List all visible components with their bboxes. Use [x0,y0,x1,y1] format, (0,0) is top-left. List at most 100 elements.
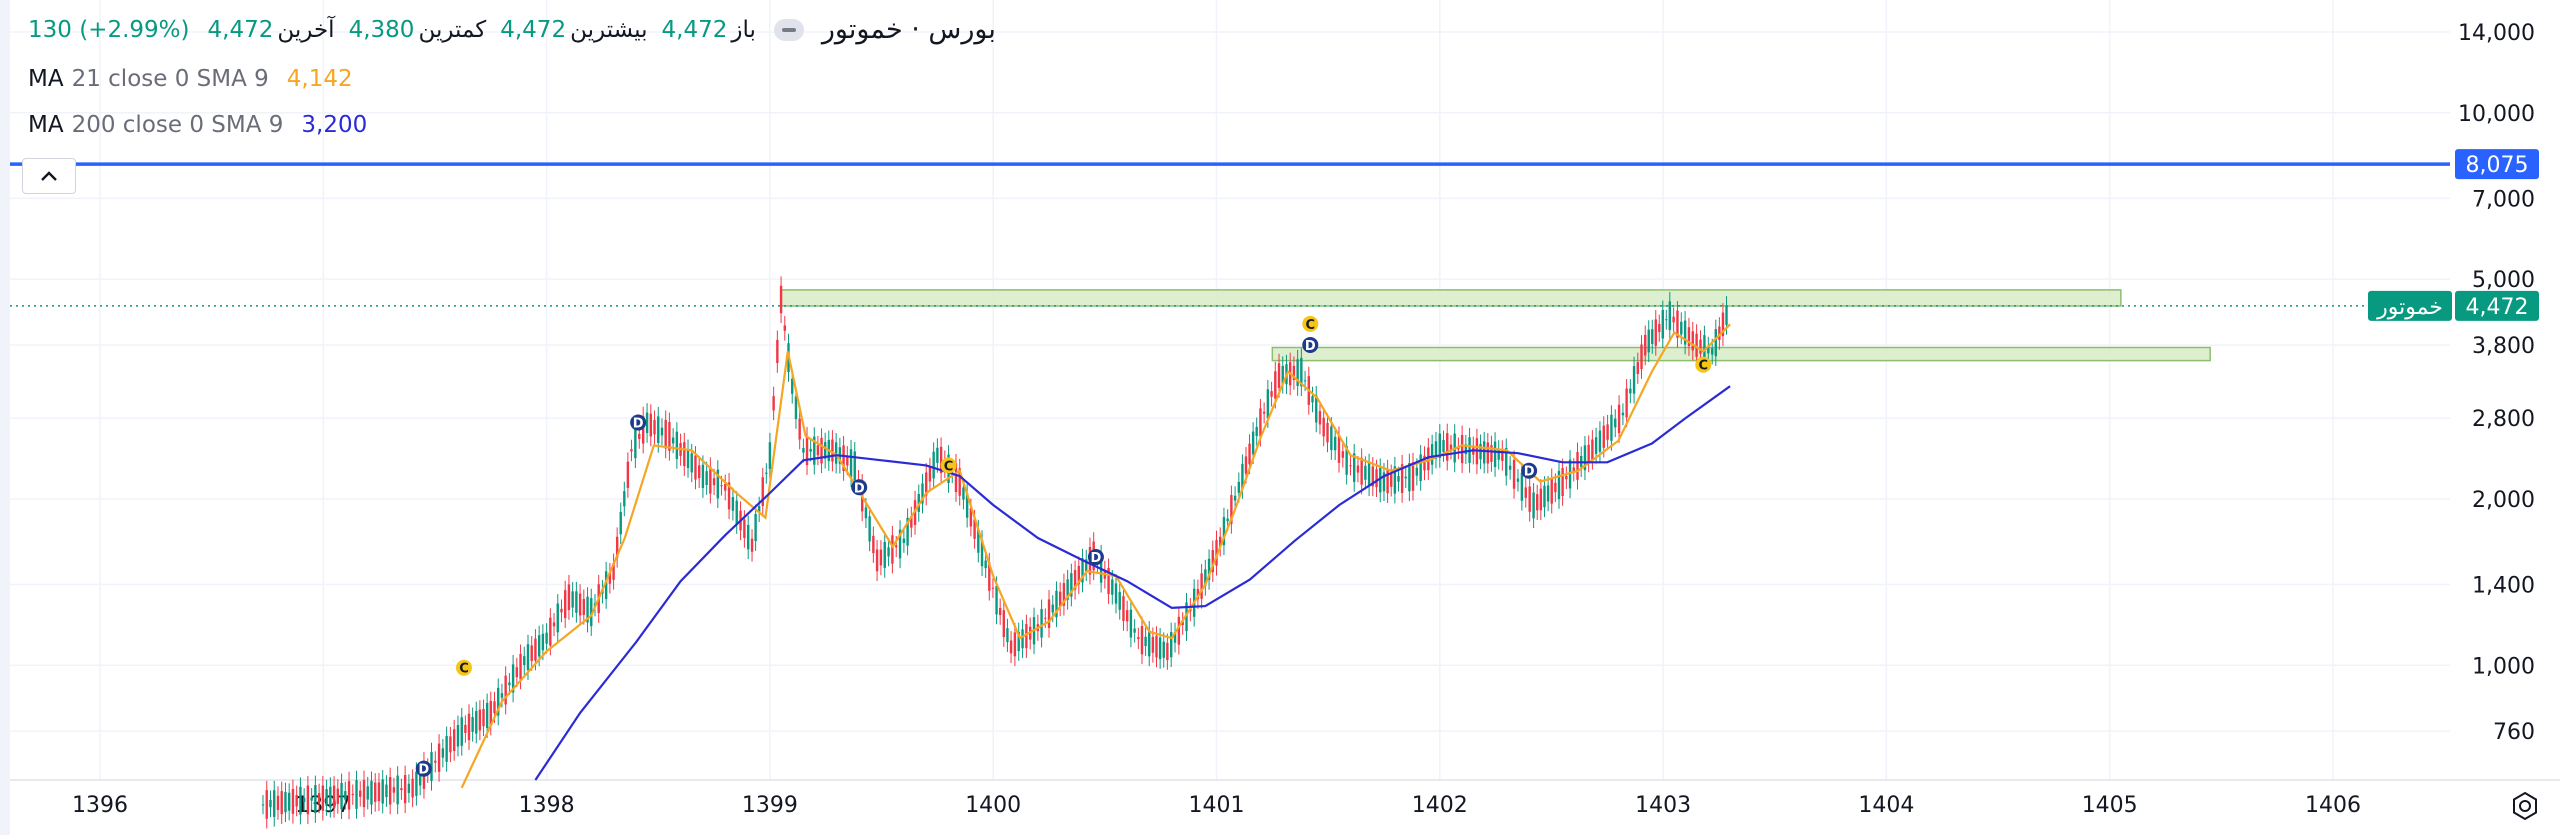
candle-body [1640,344,1643,370]
candle-body [998,607,1002,616]
candle-body [615,536,619,558]
candle-body [720,485,723,487]
candle-body [709,466,712,494]
candle-body [1040,608,1043,638]
candle-body [1644,334,1647,356]
candle-body [1434,441,1438,459]
candle-body [1151,636,1155,653]
candle-body [1703,335,1706,362]
candle-body [891,535,894,564]
candle-body [306,785,310,815]
candle-body [608,572,612,584]
support-zone [1271,346,2211,362]
candle-body [623,491,626,507]
candle-body [683,442,686,467]
candle-body [1516,478,1520,482]
ma200-value: 3,200 [301,112,368,138]
candle-body [1158,637,1162,660]
gear-icon[interactable] [2510,791,2540,821]
candle-body [1262,411,1266,414]
candle-body [1349,465,1352,467]
candle-body [321,785,325,811]
last-price-tag-bg [2455,290,2539,321]
candle-body [359,790,362,797]
ma200-line [534,385,1731,781]
candle-body [302,797,306,803]
candle-body [1173,632,1177,643]
candle-body [385,784,388,798]
candle-body [415,771,418,796]
candle-body [791,378,794,394]
candle-body [727,482,731,510]
candle-body [898,529,902,559]
candle-body [969,508,973,527]
candle-body [823,442,827,459]
candle-body [456,724,460,747]
candle-body [1687,327,1691,347]
indicator-ma21[interactable]: MA 21 close 0 SMA 9 4,142 [28,66,361,92]
candle-body [1062,583,1066,606]
candle-body [1408,463,1411,492]
candle-body [798,418,801,440]
signal-marker-label: D [1305,339,1316,354]
candle-body [1111,579,1114,595]
open-label: باز [731,16,756,43]
candle-body [1259,408,1262,437]
candle-body [1058,591,1062,607]
market-status-icon [773,18,804,41]
collapse-legend-button[interactable] [22,158,76,194]
y-tick-label: 1,000 [2472,654,2535,679]
candle-body [1255,426,1258,437]
candle-body [295,795,298,807]
y-tick-label: 7,000 [2472,187,2535,212]
candle-body [1148,630,1151,657]
candle-body [757,506,761,513]
candle-body [1233,495,1237,501]
candle-body [280,791,283,815]
candle-body [1077,565,1080,585]
candle-body [1711,348,1714,355]
candle-body [660,427,664,436]
candle-body [1382,472,1386,492]
signal-marker-d [1087,549,1104,566]
candle-body [765,472,768,474]
candle-body [1658,324,1661,333]
candle-body [1508,465,1512,470]
symbol-name[interactable]: بورس · خموتور [821,14,996,45]
candle-body [560,608,563,613]
y-tick-label: 3,800 [2472,334,2535,359]
indicator-ma200[interactable]: MA 200 close 0 SMA 9 3,200 [28,112,375,138]
candle-body [1215,540,1218,566]
candle-body [347,781,351,810]
signal-marker-c [940,457,957,474]
candle-body [519,653,522,680]
candle-body [805,436,809,466]
candle-body [1602,425,1605,448]
candle-body [541,633,545,651]
candle-body [460,717,463,746]
candle-body [879,549,883,566]
candle-body [362,780,366,808]
candle-body [1222,517,1226,546]
candle-body [1554,482,1557,493]
candle-body [1550,477,1553,504]
candle-body [712,478,716,486]
candle-body [619,511,622,535]
candle-body [1230,495,1233,524]
candle-body [1044,617,1047,619]
candle-body [813,436,816,465]
candle-body [445,736,448,762]
candle-body [634,429,637,459]
signal-marker-d [851,479,868,496]
candle-body [366,786,369,800]
candle-body [1587,444,1590,463]
candle-body [1606,424,1609,440]
candle-body [1073,570,1077,590]
candle-body [965,493,969,518]
candle-body [1237,481,1241,493]
candle-body [645,412,649,433]
candle-body [675,431,679,459]
x-tick-label: 1398 [519,793,575,818]
candle-body [1251,431,1255,455]
